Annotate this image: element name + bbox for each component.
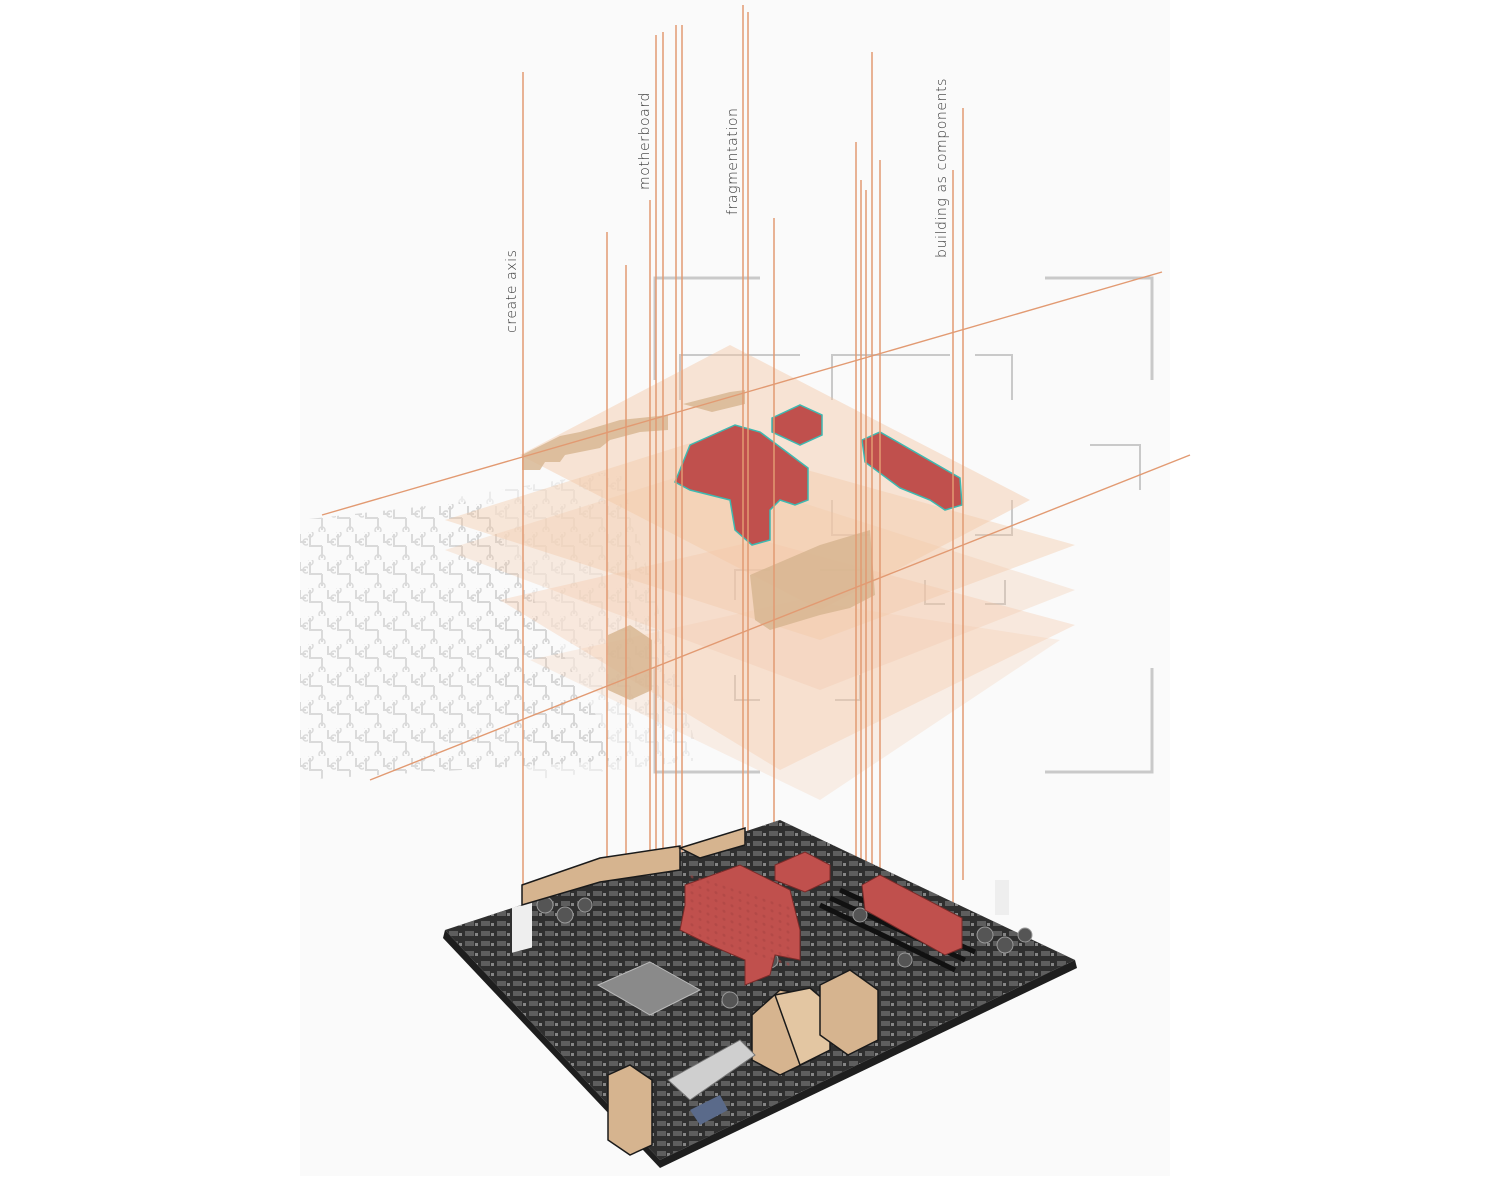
motherboard-base	[443, 820, 1077, 1168]
layer-plane-lower-b	[500, 540, 1075, 770]
chipset-cooler	[774, 851, 831, 893]
tan-connector-small	[677, 826, 746, 859]
power-connector	[995, 880, 1009, 915]
label-building-as-components: building as components	[934, 77, 950, 258]
floating-chipset-cooler	[771, 404, 823, 446]
floating-audio-block	[608, 625, 652, 700]
io-panel-components	[521, 826, 879, 1156]
floating-io-block	[750, 530, 875, 630]
memory-cooler	[861, 874, 963, 956]
label-motherboard: motherboard	[637, 92, 653, 190]
tan-connector-strip	[521, 845, 681, 907]
vga-port	[667, 1039, 756, 1101]
ps2-port	[607, 1064, 653, 1156]
diagonal-axis-lines	[321, 271, 1191, 781]
label-fragmentation: fragmentation	[725, 107, 741, 215]
serial-port	[690, 1095, 728, 1125]
floating-connector-strip	[522, 415, 668, 470]
cpu-socket	[596, 961, 702, 1016]
white-connector	[512, 902, 532, 953]
audio-ports	[819, 969, 879, 1056]
label-create-axis: create axis	[504, 249, 520, 333]
circuit-pattern-faint	[440, 470, 700, 780]
floating-memory-cooler	[861, 431, 963, 511]
